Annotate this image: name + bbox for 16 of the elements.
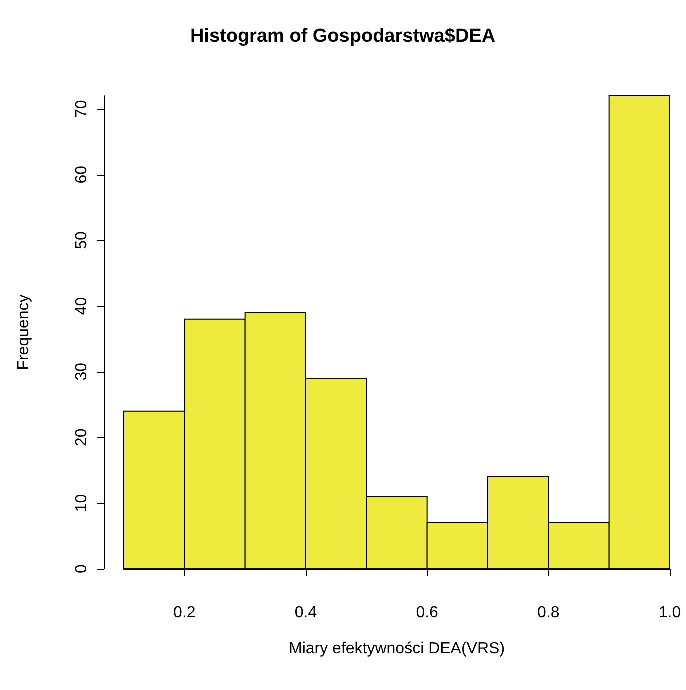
y-tick-label: 30 [74,362,90,381]
y-axis-title: Frequency [16,294,32,370]
x-tick-label: 0.6 [416,604,439,622]
y-tick-label: 0 [74,564,90,574]
y-tick-label: 10 [74,494,90,512]
chart-title: Histogram of Gospodarstwa$DEA [190,26,496,47]
y-tick-label: 50 [74,232,90,250]
x-tick-label: 0.8 [538,604,560,622]
x-tick-label: 1.0 [658,604,682,622]
x-tick-label: 0.2 [174,604,196,622]
y-tick-label: 40 [74,297,90,316]
y-tick-label: 70 [74,100,90,118]
y-tick-label: 60 [74,166,90,184]
x-tick-label: 0.4 [294,604,318,622]
y-tick-label: 20 [74,428,90,447]
x-axis-title: Miary efektywności DEA(VRS) [288,640,506,658]
